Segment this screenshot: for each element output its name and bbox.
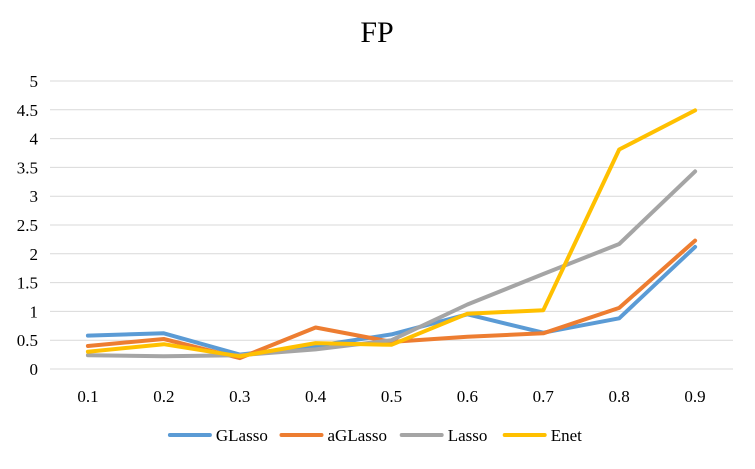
x-tick-label: 0.4 — [305, 387, 327, 406]
x-tick-label: 0.6 — [457, 387, 478, 406]
x-tick-label: 0.1 — [77, 387, 98, 406]
legend-label-glasso: GLasso — [216, 426, 268, 445]
series-line-enet — [85, 108, 698, 359]
y-axis-tick-labels: 0 0.5 1 1.5 2 2.5 3 3.5 4 4.5 5 — [17, 72, 39, 379]
series-line-glasso — [85, 244, 698, 357]
legend-label-enet: Enet — [551, 426, 582, 445]
x-tick-label: 0.5 — [381, 387, 402, 406]
x-tick-label: 0.3 — [229, 387, 250, 406]
chart-title: FP — [360, 16, 393, 49]
y-tick-label: 2 — [30, 245, 39, 264]
legend-label-lasso: Lasso — [448, 426, 488, 445]
y-tick-label: 2.5 — [17, 216, 38, 235]
series-line-lasso — [85, 169, 698, 359]
y-tick-label: 3.5 — [17, 158, 38, 177]
y-tick-label: 4.5 — [17, 101, 38, 120]
y-tick-label: 0 — [30, 360, 39, 379]
series-lines — [85, 108, 698, 361]
y-tick-label: 0.5 — [17, 331, 38, 350]
gridlines — [50, 80, 733, 370]
legend: GLasso aGLasso Lasso Enet — [167, 426, 582, 445]
y-tick-label: 1.5 — [17, 274, 38, 293]
x-tick-label: 0.9 — [684, 387, 705, 406]
x-tick-label: 0.7 — [533, 387, 555, 406]
legend-label-aglasso: aGLasso — [328, 426, 387, 445]
y-tick-label: 5 — [30, 72, 39, 91]
x-axis-tick-labels: 0.1 0.2 0.3 0.4 0.5 0.6 0.7 0.8 0.9 — [77, 387, 705, 406]
y-tick-label: 4 — [30, 130, 39, 149]
y-tick-label: 1 — [30, 302, 39, 321]
x-tick-label: 0.8 — [609, 387, 630, 406]
x-tick-label: 0.2 — [153, 387, 174, 406]
y-tick-label: 3 — [30, 187, 39, 206]
